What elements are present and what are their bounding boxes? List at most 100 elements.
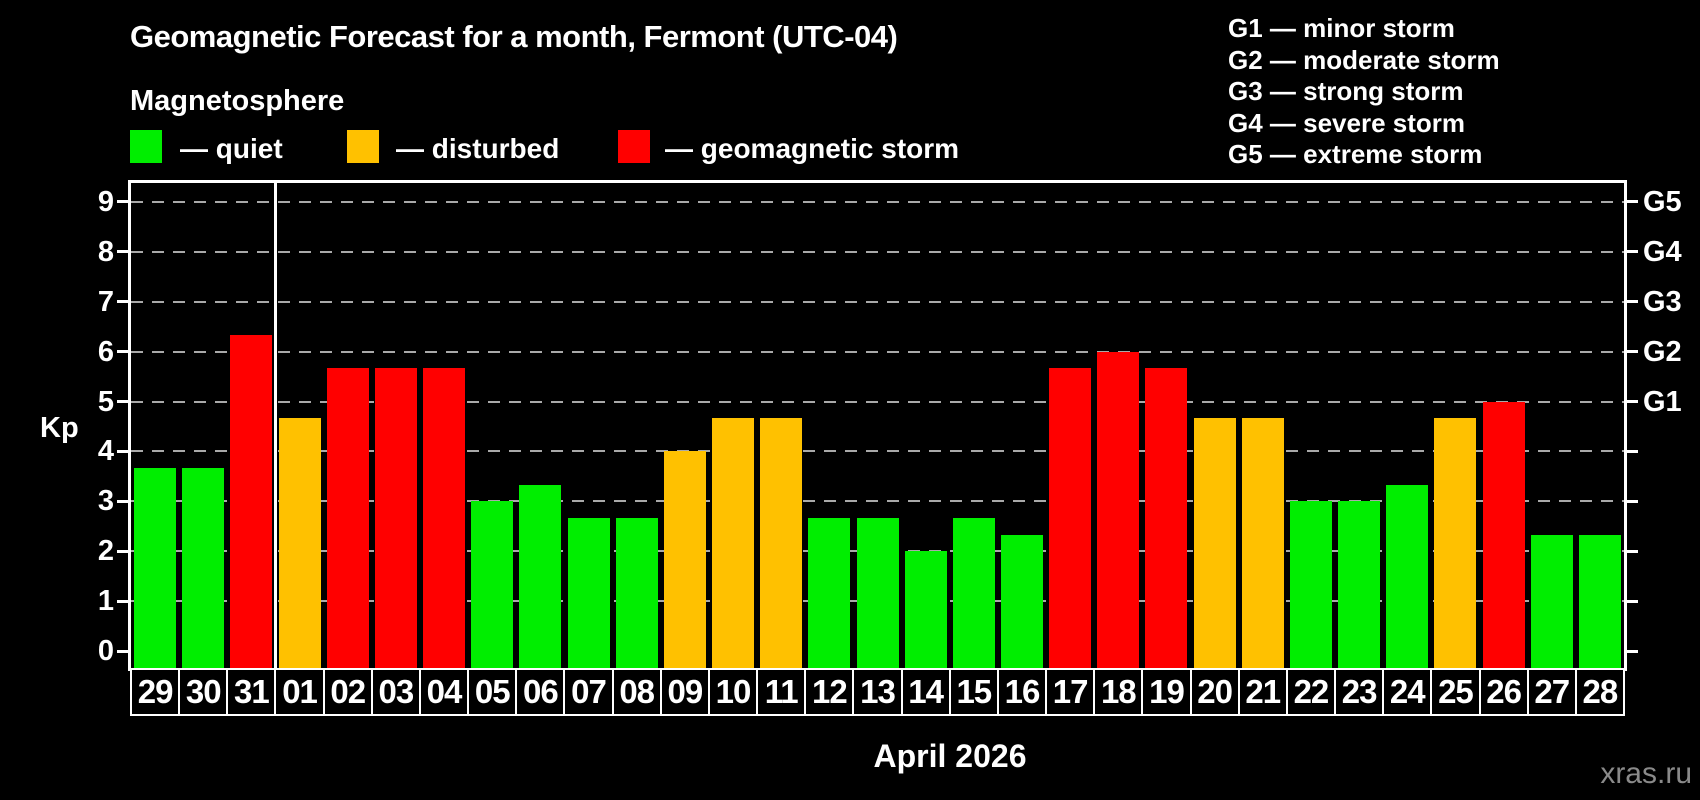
day-box-08: 08 bbox=[611, 668, 662, 716]
watermark: xras.ru bbox=[1600, 757, 1692, 790]
kp-bar-day-05 bbox=[471, 501, 514, 668]
day-box-27: 27 bbox=[1526, 668, 1577, 716]
plot-area bbox=[131, 183, 1624, 668]
legend-swatch-storm bbox=[618, 130, 650, 163]
legend-label-disturbed: — disturbed bbox=[396, 133, 560, 164]
y-tick-label-9: 9 bbox=[97, 185, 114, 218]
kp-bar-day-16 bbox=[1000, 534, 1043, 668]
y-axis-tick-right-7 bbox=[1624, 300, 1638, 304]
kp-bar-day-07 bbox=[567, 517, 610, 668]
y-tick-label-1: 1 bbox=[97, 585, 114, 618]
kp-bar-day-31 bbox=[230, 335, 273, 668]
y-axis-tick-right-5 bbox=[1624, 400, 1638, 403]
day-box-24: 24 bbox=[1382, 668, 1433, 716]
day-box-05: 05 bbox=[467, 668, 518, 716]
y-axis-tick-left-3 bbox=[117, 499, 131, 503]
legend-label-storm: — geomagnetic storm bbox=[665, 133, 960, 164]
kp-bar-day-11 bbox=[760, 417, 803, 668]
day-box-11: 11 bbox=[756, 668, 807, 716]
kp-bar-day-26 bbox=[1482, 401, 1525, 668]
g-legend-line: G4 — severe storm bbox=[1228, 107, 1466, 138]
day-box-28: 28 bbox=[1574, 668, 1625, 716]
kp-bar-day-15 bbox=[952, 517, 995, 668]
kp-bar-day-09 bbox=[663, 451, 706, 668]
month-label: April 2026 bbox=[873, 738, 1027, 774]
day-box-07: 07 bbox=[563, 668, 614, 716]
day-box-20: 20 bbox=[1189, 668, 1240, 716]
kp-bar-day-20 bbox=[1193, 417, 1236, 668]
kp-bar-day-28 bbox=[1578, 534, 1621, 668]
gridline-kp-7 bbox=[131, 300, 1624, 303]
g-tick-label-G5: G5 bbox=[1643, 185, 1682, 218]
y-axis-tick-right-1 bbox=[1624, 599, 1638, 603]
y-axis-tick-left-6 bbox=[117, 350, 131, 354]
y-tick-label-0: 0 bbox=[97, 635, 114, 667]
y-axis-tick-right-3 bbox=[1624, 499, 1638, 503]
kp-bar-day-23 bbox=[1338, 501, 1381, 668]
kp-bar-day-02 bbox=[326, 368, 369, 668]
legend-swatch-disturbed bbox=[347, 130, 379, 163]
gridline-kp-8 bbox=[131, 250, 1624, 253]
kp-bar-day-24 bbox=[1386, 484, 1429, 668]
y-axis-tick-right-9 bbox=[1624, 200, 1638, 204]
y-axis-tick-right-2 bbox=[1624, 549, 1638, 553]
kp-bar-day-30 bbox=[182, 467, 225, 668]
y-axis-tick-left-5 bbox=[117, 400, 131, 403]
chart-subtitle: Magnetosphere bbox=[130, 85, 345, 117]
y-axis-tick-right-0 bbox=[1624, 649, 1638, 653]
y-tick-label-5: 5 bbox=[97, 385, 114, 418]
kp-bar-day-18 bbox=[1097, 351, 1140, 668]
g-tick-label-G4: G4 bbox=[1643, 235, 1682, 268]
day-box-25: 25 bbox=[1430, 668, 1481, 716]
y-tick-label-4: 4 bbox=[97, 435, 114, 468]
day-box-15: 15 bbox=[948, 668, 999, 716]
day-box-23: 23 bbox=[1334, 668, 1385, 716]
kp-bar-day-29 bbox=[134, 467, 177, 668]
g-legend-line: G5 — extreme storm bbox=[1228, 139, 1483, 170]
kp-bar-day-04 bbox=[423, 368, 466, 668]
day-box-18: 18 bbox=[1093, 668, 1144, 716]
gridline-kp-6 bbox=[131, 350, 1624, 353]
y-axis-tick-left-1 bbox=[117, 599, 131, 603]
y-tick-label-3: 3 bbox=[97, 485, 114, 518]
y-tick-label-2: 2 bbox=[97, 535, 114, 568]
day-box-19: 19 bbox=[1141, 668, 1192, 716]
y-axis-tick-right-6 bbox=[1624, 350, 1638, 354]
g-legend-line: G2 — moderate storm bbox=[1228, 44, 1500, 75]
kp-bar-day-10 bbox=[712, 417, 755, 668]
y-axis-tick-right-4 bbox=[1624, 449, 1638, 453]
kp-bar-day-19 bbox=[1145, 368, 1188, 668]
g-scale-legend: G1 — minor storm G2 — moderate storm G3 — … bbox=[1228, 13, 1500, 171]
day-box-30: 30 bbox=[178, 668, 229, 716]
day-box-17: 17 bbox=[1045, 668, 1096, 716]
legend-swatch-quiet bbox=[130, 130, 162, 163]
kp-bar-day-17 bbox=[1049, 368, 1092, 668]
day-box-01: 01 bbox=[274, 668, 325, 716]
kp-bar-day-08 bbox=[615, 517, 658, 668]
month-separator-line bbox=[273, 183, 277, 668]
chart-title: Geomagnetic Forecast for a month, Fermon… bbox=[130, 19, 898, 54]
y-tick-label-7: 7 bbox=[97, 285, 114, 318]
gridline-kp-4 bbox=[131, 450, 1624, 453]
y-axis-label-kp: Kp bbox=[40, 412, 79, 444]
kp-bar-day-21 bbox=[1241, 417, 1284, 668]
day-box-26: 26 bbox=[1478, 668, 1529, 716]
kp-bar-day-01 bbox=[278, 417, 321, 668]
day-box-02: 02 bbox=[322, 668, 373, 716]
day-box-22: 22 bbox=[1285, 668, 1337, 716]
day-box-09: 09 bbox=[659, 668, 710, 716]
day-box-31: 31 bbox=[226, 668, 277, 716]
y-tick-label-6: 6 bbox=[97, 335, 114, 368]
g-tick-label-G1: G1 bbox=[1643, 385, 1682, 418]
kp-bar-day-22 bbox=[1289, 501, 1332, 668]
day-label-row: 29 30 31 01 02 03 04 05 06 07 08 09 10 11 12 13 14 15 16 17… bbox=[130, 668, 1625, 716]
day-box-06: 06 bbox=[515, 668, 566, 716]
day-box-12: 12 bbox=[804, 668, 855, 716]
legend-label-quiet: — quiet bbox=[180, 133, 283, 164]
day-box-13: 13 bbox=[852, 668, 903, 716]
gridline-kp-5 bbox=[131, 400, 1624, 403]
y-axis-tick-left-7 bbox=[117, 300, 131, 304]
kp-bar-day-03 bbox=[374, 368, 417, 668]
y-axis-tick-left-2 bbox=[117, 549, 131, 553]
